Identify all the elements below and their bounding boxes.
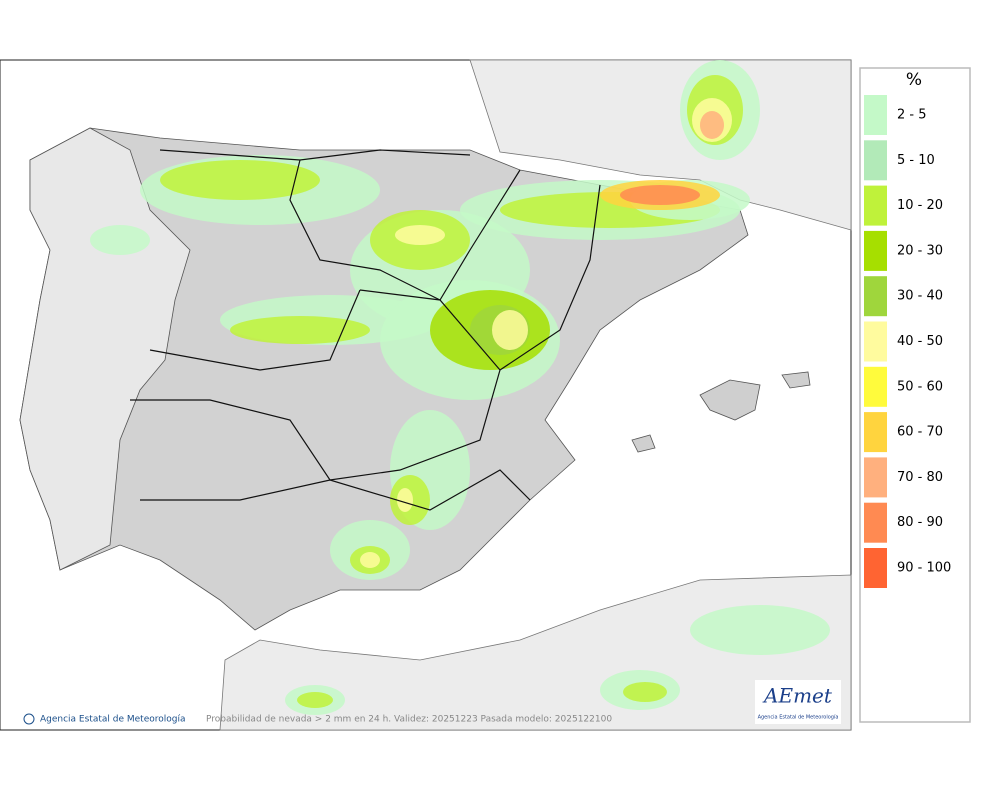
legend-label: 50 - 60 (897, 379, 943, 394)
legend-label: 30 - 40 (897, 289, 943, 304)
land (19, 59, 852, 731)
legend-label: 60 - 70 (897, 425, 943, 440)
legend-label: 80 - 90 (897, 515, 943, 530)
legend: 2 - 5 5 - 10 10 - 20 20 - 30 30 - 40 40 - 50 5… (864, 95, 951, 588)
legend-swatch (864, 321, 887, 362)
snow-area (700, 111, 724, 139)
snow-area (395, 225, 445, 245)
legend-label: 40 - 50 (897, 334, 943, 349)
snow-area (492, 310, 528, 350)
snow-area (690, 605, 830, 655)
snow-area (397, 488, 413, 512)
snow-area (297, 692, 333, 708)
legend-swatch (864, 457, 887, 498)
logo-subtitle: Agencia Estatal de Meteorología (758, 714, 839, 721)
snow-area (360, 552, 380, 568)
legend-swatch (864, 140, 887, 181)
snow-area (160, 160, 320, 200)
logo-box (755, 680, 841, 724)
legend-label: 5 - 10 (897, 153, 935, 168)
credit: Agencia Estatal de Meteorología (40, 715, 186, 725)
legend-swatch (864, 276, 887, 317)
legend-swatch (864, 366, 887, 407)
legend-title: % (906, 70, 922, 90)
legend-swatch (864, 230, 887, 271)
region-borders (130, 149, 601, 511)
snow-area (230, 316, 370, 344)
snow-area (620, 185, 700, 205)
caption: Probabilidad de nevada > 2 mm en 24 h. V… (206, 715, 612, 725)
snow-probability (90, 60, 830, 715)
legend-label: 2 - 5 (897, 108, 927, 123)
copyright-icon (23, 713, 35, 725)
legend-swatch (864, 95, 887, 135)
legend-swatch (864, 185, 887, 226)
legend-label: 20 - 30 (897, 243, 943, 258)
snow-area (90, 225, 150, 255)
logo-name: AEmet (762, 684, 833, 708)
snow-area (623, 682, 667, 702)
legend-swatch (864, 548, 887, 588)
legend-label: 70 - 80 (897, 470, 943, 485)
legend-label: 10 - 20 (897, 198, 943, 213)
legend-swatch (864, 502, 887, 543)
legend-swatch (864, 412, 887, 453)
legend-label: 90 - 100 (897, 561, 951, 576)
